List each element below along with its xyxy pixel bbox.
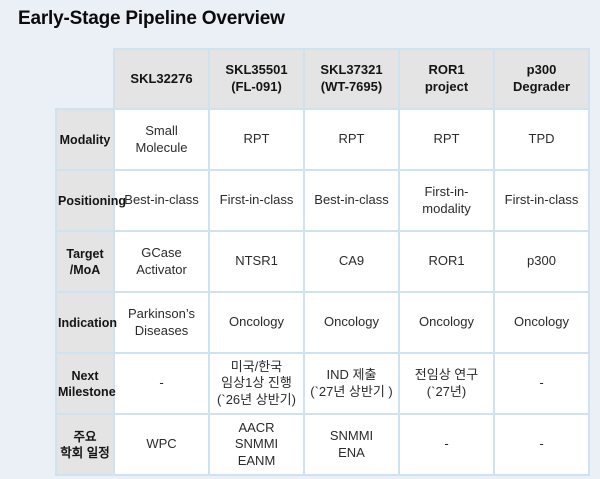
column-header-ror1-project: ROR1 project (398, 48, 495, 110)
row-label-modality: Modality (55, 108, 115, 171)
column-header-skl32276: SKL32276 (113, 48, 210, 110)
table-cell: - (398, 413, 495, 476)
table-cell: 전임상 연구 (`27년) (398, 352, 495, 415)
table-cell: - (493, 413, 590, 476)
table-cell: Oncology (303, 291, 400, 354)
table-cell: 미국/한국 임상1상 진행 (`26년 상반기) (208, 352, 305, 415)
column-header-p300-degrader: p300 Degrader (493, 48, 590, 110)
table-cell: AACR SNMMI EANM (208, 413, 305, 476)
table-row: Modality Small Molecule RPT RPT RPT TPD (55, 108, 590, 171)
column-header-skl35501: SKL35501 (FL-091) (208, 48, 305, 110)
table-cell: WPC (113, 413, 210, 476)
table-row: Next Milestone - 미국/한국 임상1상 진행 (`26년 상반기… (55, 352, 590, 415)
header-row: SKL32276 SKL35501 (FL-091) SKL37321 (WT-… (56, 48, 590, 110)
table-row: Positioning Best-in-class First-in-class… (55, 169, 590, 232)
pipeline-table: SKL32276 SKL35501 (FL-091) SKL37321 (WT-… (55, 48, 590, 476)
table-cell: First-in-class (493, 169, 590, 232)
table-cell: First-in- modality (398, 169, 495, 232)
table-cell: Oncology (493, 291, 590, 354)
table-header: SKL32276 SKL35501 (FL-091) SKL37321 (WT-… (56, 48, 590, 110)
table-cell: RPT (398, 108, 495, 171)
table-cell: - (493, 352, 590, 415)
table-cell: NTSR1 (208, 230, 305, 293)
table-cell: Best-in-class (113, 169, 210, 232)
table-cell: Parkinson’s Diseases (113, 291, 210, 354)
table-cell: Oncology (398, 291, 495, 354)
table-cell: TPD (493, 108, 590, 171)
table-cell: GCase Activator (113, 230, 210, 293)
column-header-skl37321: SKL37321 (WT-7695) (303, 48, 400, 110)
page-title: Early-Stage Pipeline Overview (18, 8, 285, 29)
row-label-positioning: Positioning (55, 169, 126, 232)
table-cell: p300 (493, 230, 590, 293)
table-cell: - (113, 352, 210, 415)
table-cell: IND 제출 (`27년 상반기 ) (303, 352, 400, 415)
table-row: Indication Parkinson’s Diseases Oncology… (55, 291, 590, 354)
row-label-target-moa: Target /MoA (55, 230, 115, 293)
row-label-indication: Indication (55, 291, 117, 354)
table-cell: SNMMI ENA (303, 413, 400, 476)
table-cell: Oncology (208, 291, 305, 354)
row-label-conference-schedule: 주요 학회 일정 (55, 413, 115, 476)
table-cell: First-in-class (208, 169, 305, 232)
table-cell: RPT (303, 108, 400, 171)
table-cell: RPT (208, 108, 305, 171)
table-cell: Small Molecule (113, 108, 210, 171)
row-label-next-milestone: Next Milestone (55, 352, 116, 415)
table-cell: CA9 (303, 230, 400, 293)
table-row: Target /MoA GCase Activator NTSR1 CA9 RO… (55, 230, 590, 293)
table-row: 주요 학회 일정 WPC AACR SNMMI EANM SNMMI ENA -… (55, 413, 590, 476)
table-body: Modality Small Molecule RPT RPT RPT TPD … (55, 108, 590, 476)
table-cell: Best-in-class (303, 169, 400, 232)
table-cell: ROR1 (398, 230, 495, 293)
corner-cell (56, 49, 114, 109)
